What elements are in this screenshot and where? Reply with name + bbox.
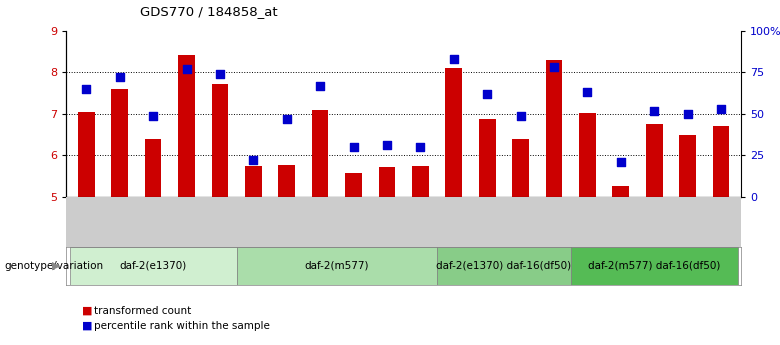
Bar: [145, 139, 161, 197]
Text: genotype/variation: genotype/variation: [4, 261, 103, 270]
Text: daf-2(e1370): daf-2(e1370): [119, 261, 186, 270]
Point: [581, 90, 594, 95]
Bar: [112, 89, 128, 197]
Text: percentile rank within the sample: percentile rank within the sample: [94, 321, 269, 331]
Bar: [512, 139, 529, 197]
Point: [214, 71, 226, 77]
Text: ■: ■: [82, 321, 92, 331]
Text: daf-2(m577): daf-2(m577): [305, 261, 369, 270]
Bar: [437, 247, 571, 285]
Point: [714, 106, 727, 112]
Text: GDS770 / 184858_at: GDS770 / 184858_at: [140, 5, 278, 18]
Bar: [178, 55, 195, 197]
Bar: [579, 113, 596, 197]
Bar: [278, 165, 295, 197]
Bar: [412, 166, 429, 197]
Point: [114, 75, 126, 80]
Text: ▶: ▶: [52, 261, 61, 270]
Point: [448, 57, 460, 62]
Bar: [612, 186, 629, 197]
Bar: [445, 68, 462, 197]
Point: [347, 144, 360, 150]
Point: [648, 108, 661, 113]
Point: [414, 144, 427, 150]
Bar: [679, 135, 696, 197]
Bar: [245, 166, 262, 197]
Bar: [378, 167, 395, 197]
Bar: [713, 126, 729, 197]
Point: [147, 113, 159, 118]
Bar: [211, 84, 229, 197]
Point: [314, 83, 326, 88]
Point: [681, 111, 693, 117]
Bar: [69, 247, 236, 285]
Point: [247, 157, 260, 163]
Bar: [479, 119, 495, 197]
Bar: [545, 60, 562, 197]
Bar: [346, 172, 362, 197]
Bar: [78, 112, 94, 197]
Text: daf-2(e1370) daf-16(df50): daf-2(e1370) daf-16(df50): [436, 261, 572, 270]
Point: [180, 66, 193, 72]
Text: transformed count: transformed count: [94, 306, 191, 315]
Point: [514, 113, 526, 118]
Point: [615, 159, 627, 165]
Bar: [236, 247, 437, 285]
Bar: [571, 247, 738, 285]
Bar: [646, 124, 662, 197]
Point: [281, 116, 293, 121]
Point: [548, 65, 560, 70]
Point: [381, 142, 393, 148]
Text: daf-2(m577) daf-16(df50): daf-2(m577) daf-16(df50): [588, 261, 721, 270]
Text: ■: ■: [82, 306, 92, 315]
Bar: [312, 110, 328, 197]
Point: [481, 91, 494, 97]
Point: [80, 86, 93, 92]
